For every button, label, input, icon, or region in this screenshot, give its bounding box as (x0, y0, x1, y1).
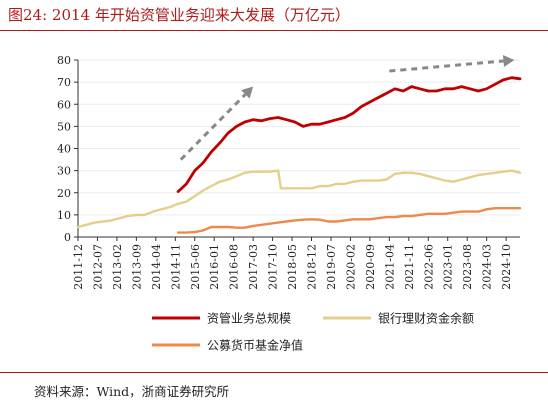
legend-label: 公募货币基金净值 (207, 338, 303, 353)
x-tick-label: 2012-07 (91, 244, 104, 290)
x-tick-label: 2014-04 (150, 244, 163, 290)
x-tick-label: 2017-03 (247, 244, 260, 290)
trend-arrow-head (241, 86, 254, 99)
x-tick-label: 2019-07 (325, 244, 338, 290)
source-note: 资料来源：Wind，浙商证券研究所 (34, 384, 230, 399)
legend-label: 资管业务总规模 (207, 311, 291, 326)
y-tick-label: 70 (57, 76, 71, 89)
x-tick-label: 2023-08 (461, 244, 474, 290)
x-tick-label: 2011-12 (72, 244, 85, 290)
x-tick-label: 2015-06 (189, 244, 202, 290)
series-line-bank-wealth-balance (76, 169, 522, 229)
x-tick-label: 2022-06 (422, 244, 435, 290)
x-tick-label: 2013-02 (111, 244, 124, 290)
x-tick-label: 2024-03 (481, 244, 494, 290)
y-tick-label: 80 (57, 54, 71, 67)
x-tick-label: 2016-01 (208, 244, 221, 290)
y-axis: 0 10 20 30 40 50 60 70 80 (57, 54, 79, 244)
y-tick-label: 30 (57, 165, 71, 178)
y-tick-label: 20 (57, 187, 71, 200)
series-lines (76, 76, 522, 234)
x-tick-label: 2016-08 (228, 244, 241, 290)
y-tick-label: 60 (57, 98, 71, 111)
trend-arrow-shaft (179, 93, 247, 161)
y-gridlines (78, 59, 520, 238)
y-tick-label: 50 (57, 120, 71, 133)
x-tick-label: 2017-10 (267, 244, 280, 290)
x-tick-label: 2018-05 (286, 244, 299, 290)
figure-title: 图24: 2014 年开始资管业务迎来大发展（万亿元） (8, 6, 350, 24)
trend-arrow-head (502, 54, 515, 67)
x-axis: 2011-12 2012-07 2013-02 2013-09 2014-04 2014-… (72, 236, 520, 290)
x-tick-label: 2024-10 (500, 244, 513, 290)
trend-arrows (179, 54, 515, 161)
y-tick-label: 10 (57, 209, 71, 222)
x-tick-label: 2018-12 (306, 244, 319, 290)
y-tick-label: 40 (57, 143, 71, 156)
x-tick-label: 2021-11 (403, 244, 416, 290)
x-tick-label: 2014-11 (169, 244, 182, 290)
source-divider (0, 372, 548, 373)
x-tick-label: 2013-09 (130, 244, 143, 290)
trend-arrow-shaft (389, 59, 504, 73)
x-tick-label: 2023-01 (442, 244, 455, 290)
x-tick-label: 2020-09 (364, 244, 377, 290)
y-tick-label: 0 (64, 231, 71, 244)
title-divider (0, 30, 548, 31)
series-line-money-fund-nav (176, 207, 522, 234)
series-line-asset-management-total (176, 76, 522, 193)
x-tick-label: 2020-02 (344, 244, 357, 290)
x-tick-label: 2021-04 (383, 244, 396, 290)
legend-label: 银行理财资金余额 (378, 311, 474, 326)
